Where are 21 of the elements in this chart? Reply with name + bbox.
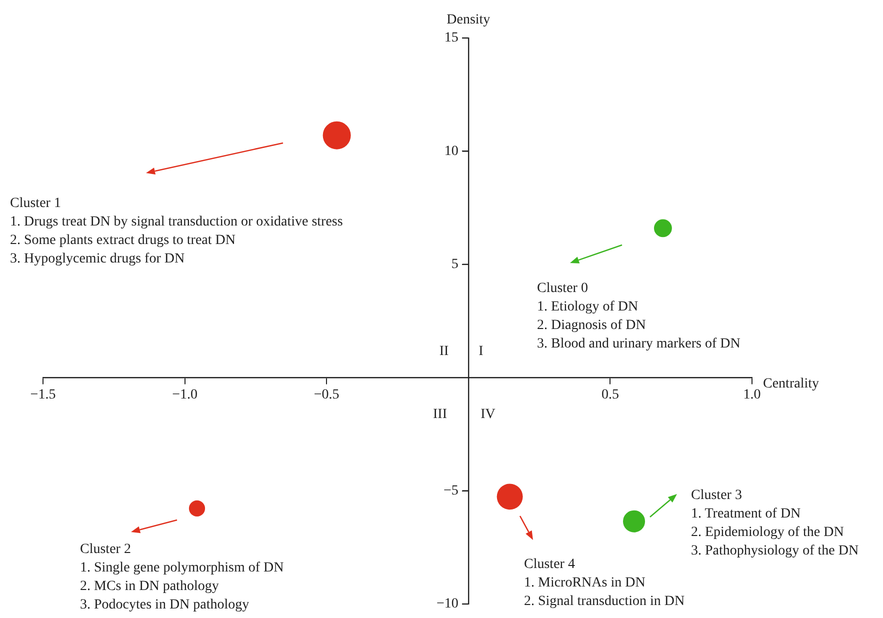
x-tick-label: 1.0 (743, 388, 761, 403)
annotation: I (478, 344, 484, 359)
annotation: Cluster 0 1. Etiology of DN 2. Diagnosis of DN 3. Blood and urinary markers of DN (537, 281, 740, 352)
x-tick-label: −0.5 (314, 388, 340, 403)
x-tick-label: 0.5 (601, 388, 619, 403)
annotation: III (433, 407, 448, 422)
x-axis-title: Centrality (763, 376, 819, 392)
y-tick-label: 5 (451, 257, 458, 272)
y-tick-label: −5 (443, 483, 458, 498)
x-tick-label: −1.5 (30, 388, 56, 403)
annotation: Cluster 4 1. MicroRNAs in DN 2. Signal transduction in DN (524, 557, 685, 609)
y-tick-label: −10 (436, 596, 458, 612)
y-axis-title: Density (446, 12, 490, 28)
annotation: Cluster 1 1. Drugs treat DN by signal transduction or oxidative stress 2. Some plants extract drugs to treat DN 3. Hypoglycemic drugs for DN (10, 196, 343, 266)
x-tick-label: −1.0 (172, 388, 198, 403)
annotation: IV (480, 407, 496, 422)
annotation: Cluster 2 1. Single gene polymorphism of DN 2. MCs in DN pathology 3. Podocytes in DN pathology (80, 542, 284, 612)
annotation: Cluster 3 1. Treatment of DN 2. Epidemiology of the DN 3. Pathophysiology of the DN (691, 488, 859, 558)
y-tick-label: 15 (444, 30, 458, 46)
y-tick-label: 10 (444, 144, 458, 159)
annotation: II (439, 344, 449, 359)
